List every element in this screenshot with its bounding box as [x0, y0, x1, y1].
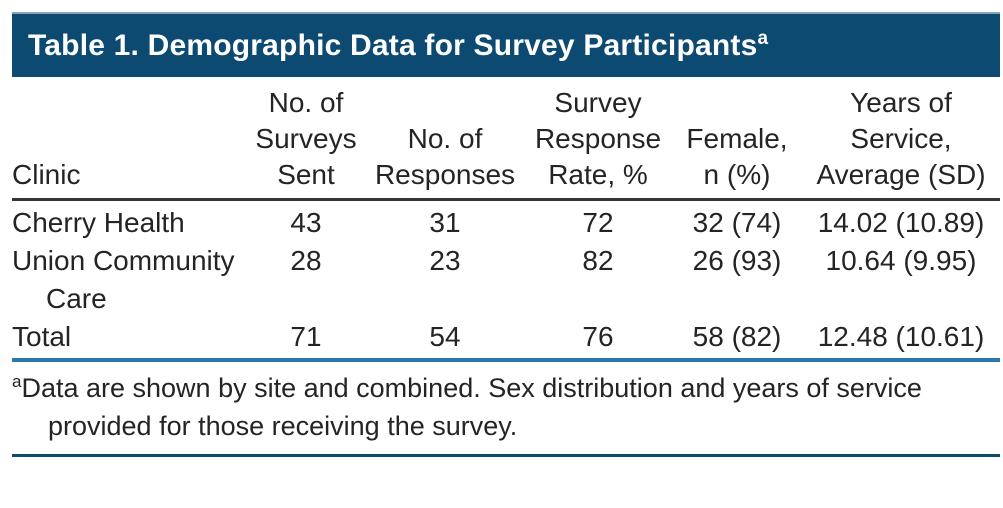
page-bottom-rule — [12, 454, 1000, 457]
cell-surveys-sent: 28 — [290, 245, 322, 276]
column-header-years-of-service: Years of Service, Average (SD) — [802, 85, 1000, 201]
cell-surveys-sent: 43 — [290, 207, 322, 238]
cell-surveys-sent: 71 — [290, 321, 322, 352]
column-header-response-rate: Survey Response Rate, % — [524, 85, 672, 201]
cell-response-rate: 72 — [582, 207, 614, 238]
footnote-marker: a — [12, 372, 22, 391]
cell-years-of-service: 12.48 (10.61) — [817, 321, 985, 352]
table-title: Table 1. Demographic Data for Survey Par… — [28, 29, 768, 63]
cell-responses: 54 — [429, 321, 461, 352]
cell-years-of-service: 14.02 (10.89) — [817, 207, 985, 238]
cell-years-of-service: 10.64 (9.95) — [825, 245, 977, 276]
table-row-cherry-health: Cherry Health 43 31 72 32 (74) 14.02 (10… — [12, 200, 1000, 243]
table-bottom-rule — [12, 358, 1000, 362]
column-header-female: Female, n (%) — [672, 85, 802, 201]
table-title-superscript: a — [757, 27, 769, 49]
column-header-responses: No. of Responses — [366, 85, 524, 201]
cell-female: 58 (82) — [692, 321, 782, 352]
demographics-table: Clinic No. of Surveys Sent No. of Respon… — [12, 85, 1000, 356]
cell-responses: 23 — [429, 245, 461, 276]
footnote: aData are shown by site and combined. Se… — [12, 369, 997, 445]
column-header-surveys-sent: No. of Surveys Sent — [246, 85, 366, 201]
table-row-union-community-care: Union Community Care 28 23 82 26 (93) 10… — [12, 242, 1000, 318]
table-row-total: Total 71 54 76 58 (82) 12.48 (10.61) — [12, 318, 1000, 356]
table-title-text: Table 1. Demographic Data for Survey Par… — [28, 28, 758, 62]
cell-female: 32 (74) — [692, 207, 782, 238]
table-title-bar: Table 1. Demographic Data for Survey Par… — [12, 12, 1000, 77]
footnote-text: Data are shown by site and combined. Sex… — [21, 373, 922, 441]
cell-responses: 31 — [429, 207, 461, 238]
cell-female: 26 (93) — [692, 245, 782, 276]
cell-clinic: Union Community Care — [12, 245, 235, 314]
header-row: Clinic No. of Surveys Sent No. of Respon… — [12, 85, 1000, 201]
cell-clinic: Cherry Health — [12, 207, 185, 238]
cell-clinic: Total — [12, 321, 72, 352]
column-header-clinic: Clinic — [12, 85, 246, 201]
cell-response-rate: 82 — [582, 245, 614, 276]
cell-response-rate: 76 — [582, 321, 614, 352]
